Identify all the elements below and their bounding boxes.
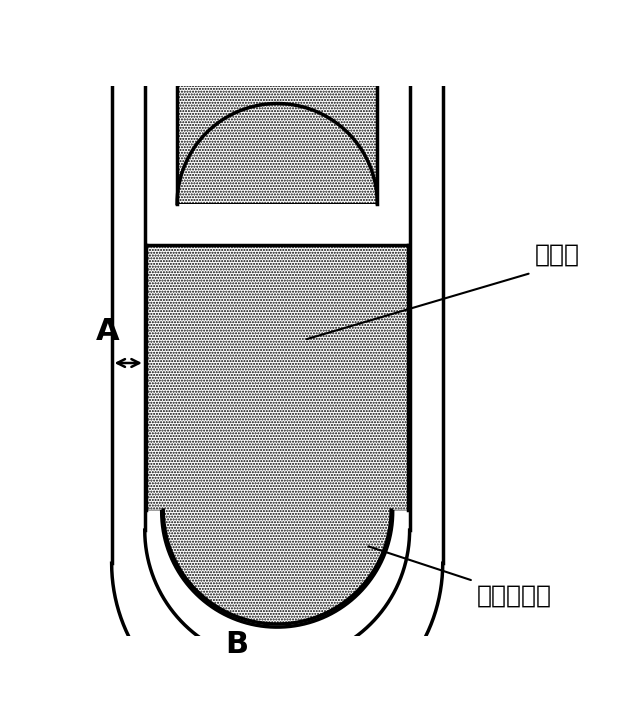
Text: A: A — [96, 317, 120, 346]
Text: 底部氧化层: 底部氧化层 — [477, 584, 552, 608]
Polygon shape — [177, 86, 377, 204]
Polygon shape — [112, 86, 443, 715]
Text: B: B — [226, 631, 249, 659]
Polygon shape — [146, 245, 408, 624]
Text: 下层栅: 下层栅 — [534, 243, 579, 267]
